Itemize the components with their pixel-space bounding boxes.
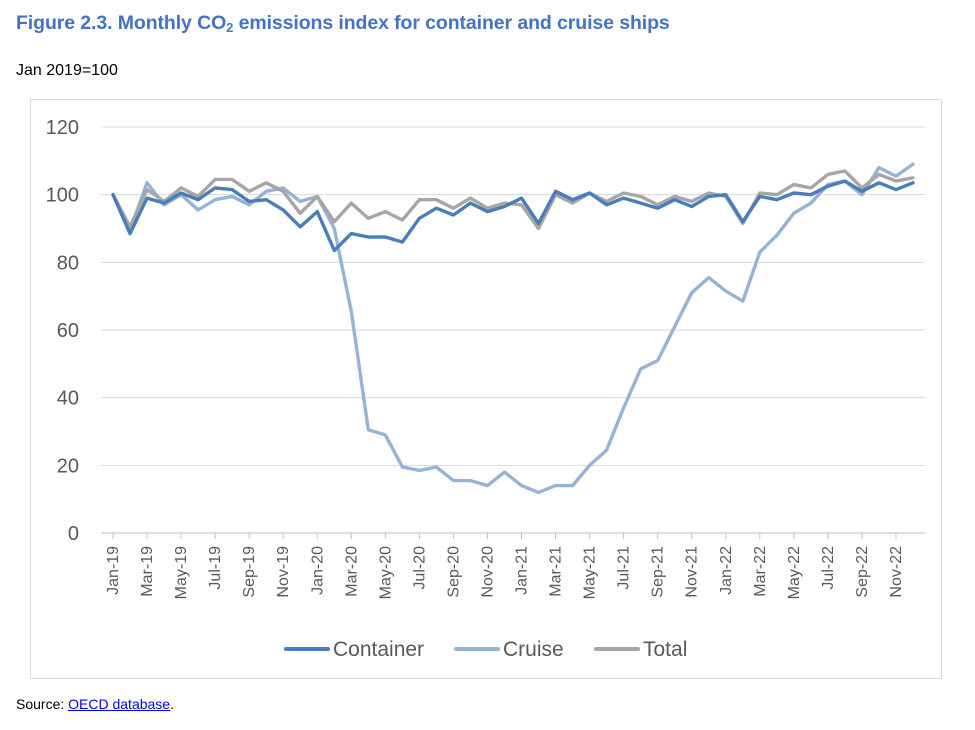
legend-label: Container [333,638,424,661]
y-tick-label: 80 [57,252,79,274]
series-line-cruise [111,162,915,495]
x-tick-label: Sep-20 [445,546,462,598]
source-link[interactable]: OECD database [68,696,171,712]
x-tick-label: Mar-21 [548,546,565,597]
legend-item-container: Container [284,638,424,661]
figure-subtitle: Jan 2019=100 [16,62,118,79]
source-label: Source: [16,696,69,712]
x-tick-label: Mar-19 [139,546,156,597]
y-tick-label: 40 [57,388,79,410]
x-tick-label: Sep-19 [241,546,258,598]
x-tick-label: May-21 [582,546,599,599]
x-tick-label: Jul-22 [820,546,837,590]
x-tick-label: Jan-22 [718,546,735,595]
x-tick-label: May-19 [173,546,190,599]
y-tick-label: 0 [68,523,79,545]
chart-frame: 0 20 40 60 80 100 120 Jan-19 Mar-19 May-19 Jul-19… [30,99,942,679]
x-tick-label: Mar-22 [752,546,769,597]
x-tick-label: Jul-20 [411,546,428,590]
x-tick-label: Nov-20 [479,546,496,598]
x-tick-label: May-22 [786,546,803,599]
y-tick-label: 60 [57,320,79,342]
x-tick-label: Nov-19 [275,546,292,598]
y-axis-tick-labels: 0 20 40 60 80 100 120 [46,117,79,545]
x-tick-label: May-20 [377,546,394,599]
y-tick-label: 20 [57,455,79,477]
legend: Container Cruise Total [284,638,687,661]
legend-item-cruise: Cruise [454,638,564,661]
x-tick-label: Jan-19 [105,546,122,595]
x-tick-label: Sep-21 [650,546,667,598]
legend-item-total: Total [594,638,687,661]
figure-title: Figure 2.3. Monthly CO2 emissions index … [16,12,670,35]
x-tick-label: Nov-22 [888,546,905,598]
legend-label: Cruise [503,638,564,661]
x-axis: Jan-19 Mar-19 May-19 Jul-19 Sep-19 Nov-19 Jan-… [105,533,905,599]
x-tick-label: Jan-21 [514,546,531,595]
series-line-total [111,169,915,231]
x-tick-label: Mar-20 [343,546,360,597]
y-tick-label: 100 [46,185,79,207]
x-tick-label: Sep-22 [854,546,871,598]
y-tick-label: 120 [46,117,79,139]
source-note: Source: OECD database. [16,696,174,712]
series-line-container [111,179,915,253]
line-chart: 0 20 40 60 80 100 120 Jan-19 Mar-19 May-19 Jul-19… [46,117,925,661]
series-lines [111,162,915,495]
x-tick-label: Jul-19 [207,546,224,590]
legend-label: Total [643,638,687,661]
source-trailing: . [170,696,174,712]
x-tick-label: Nov-21 [684,546,701,598]
x-tick-label: Jan-20 [309,546,326,595]
x-tick-label: Jul-21 [616,546,633,590]
